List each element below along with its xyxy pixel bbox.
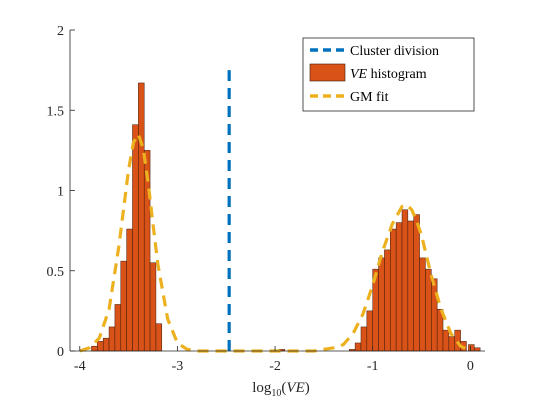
histogram-bar bbox=[390, 228, 397, 352]
histogram-bar bbox=[395, 222, 403, 352]
histogram-bar bbox=[454, 329, 461, 352]
histogram-bar bbox=[431, 278, 438, 352]
x-tick-label: -1 bbox=[367, 359, 379, 374]
axes: -4 -3 -2 -1 0 0 0.5 1 1.5 2 bbox=[47, 24, 485, 374]
legend: Cluster division VE histogram GM fit bbox=[302, 37, 475, 112]
histogram-bar bbox=[413, 214, 420, 352]
histogram-bar bbox=[155, 323, 163, 352]
x-axis-label: log10(VE) bbox=[252, 380, 310, 399]
histogram-bar bbox=[407, 220, 414, 352]
histogram-bar bbox=[468, 344, 475, 352]
histogram-bar bbox=[425, 268, 432, 352]
plot-area bbox=[79, 70, 481, 353]
histogram-bar bbox=[360, 326, 368, 352]
histogram-bar bbox=[378, 257, 385, 352]
legend-swatch-histogram bbox=[309, 63, 346, 82]
histogram-bar bbox=[366, 310, 373, 352]
histogram-bar bbox=[442, 329, 450, 352]
x-tick-label: -3 bbox=[172, 359, 184, 374]
y-tick-label: 1.5 bbox=[47, 104, 65, 119]
legend-label-division: Cluster division bbox=[350, 44, 439, 59]
legend-label-histogram: VE histogram bbox=[350, 67, 427, 82]
histogram-bar bbox=[108, 326, 116, 352]
x-tick-label: -4 bbox=[74, 359, 86, 374]
histogram-bar bbox=[91, 345, 98, 352]
histogram-bar bbox=[102, 337, 110, 352]
legend-label-fit: GM fit bbox=[350, 90, 389, 105]
y-tick-label: 1 bbox=[57, 185, 64, 200]
y-tick-label: 2 bbox=[57, 24, 64, 39]
histogram-bar bbox=[448, 336, 455, 352]
histogram-bar bbox=[401, 209, 409, 352]
histogram-bar bbox=[354, 342, 362, 352]
y-tick-label: 0 bbox=[57, 345, 64, 360]
histogram-bar bbox=[419, 257, 426, 352]
histogram-bar bbox=[120, 260, 127, 352]
histogram-bar bbox=[114, 304, 122, 352]
histogram-bar bbox=[384, 249, 391, 352]
histogram-bar bbox=[126, 228, 133, 352]
histogram-bar bbox=[474, 347, 481, 352]
x-tick-label: 0 bbox=[467, 359, 474, 374]
histogram-bar bbox=[97, 341, 104, 352]
histogram-bar bbox=[132, 124, 139, 352]
x-tick-label: -2 bbox=[269, 359, 281, 374]
histogram-bar bbox=[149, 262, 157, 352]
y-tick-label: 0.5 bbox=[47, 265, 65, 280]
histogram-bar bbox=[138, 82, 145, 352]
